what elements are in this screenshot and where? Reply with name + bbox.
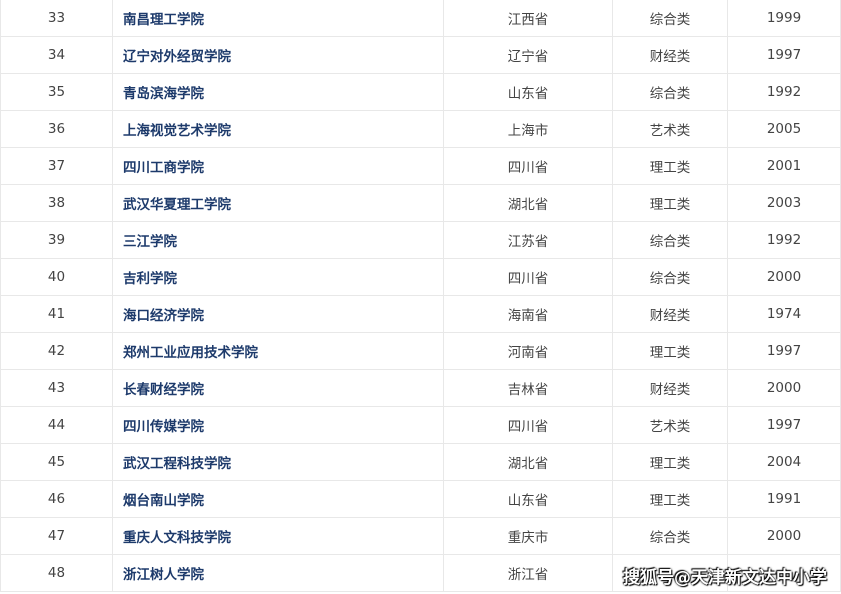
category-cell: 综合类	[612, 258, 728, 296]
province-cell: 海南省	[443, 295, 613, 333]
category-cell: 综合类	[612, 73, 728, 111]
founded-year-cell: 1992	[727, 221, 841, 259]
rank-cell: 34	[0, 36, 113, 74]
category-cell: 理工类	[612, 332, 728, 370]
university-name-cell: 长春财经学院	[112, 369, 444, 407]
category-cell: 理工类	[612, 443, 728, 481]
university-name-cell: 武汉工程科技学院	[112, 443, 444, 481]
province-cell: 吉林省	[443, 369, 613, 407]
table-row: 41 海口经济学院 海南省 财经类 1974	[0, 295, 841, 333]
rank-cell: 36	[0, 110, 113, 148]
rank-cell: 48	[0, 554, 113, 592]
table-row: 35 青岛滨海学院 山东省 综合类 1992	[0, 73, 841, 111]
province-cell: 山东省	[443, 73, 613, 111]
founded-year-cell: 1999	[727, 0, 841, 37]
province-cell: 浙江省	[443, 554, 613, 592]
university-name-cell: 武汉华夏理工学院	[112, 184, 444, 222]
founded-year-cell: 2005	[727, 110, 841, 148]
founded-year-cell: 1992	[727, 73, 841, 111]
table-row: 40 吉利学院 四川省 综合类 2000	[0, 258, 841, 296]
province-cell: 湖北省	[443, 443, 613, 481]
university-name-cell: 浙江树人学院	[112, 554, 444, 592]
province-cell: 四川省	[443, 406, 613, 444]
table-row: 46 烟台南山学院 山东省 理工类 1991	[0, 480, 841, 518]
table-row: 45 武汉工程科技学院 湖北省 理工类 2004	[0, 443, 841, 481]
university-name-cell: 重庆人文科技学院	[112, 517, 444, 555]
province-cell: 湖北省	[443, 184, 613, 222]
table-row: 44 四川传媒学院 四川省 艺术类 1997	[0, 406, 841, 444]
table-row: 38 武汉华夏理工学院 湖北省 理工类 2003	[0, 184, 841, 222]
table-row: 37 四川工商学院 四川省 理工类 2001	[0, 147, 841, 185]
category-cell: 艺术类	[612, 406, 728, 444]
province-cell: 辽宁省	[443, 36, 613, 74]
watermark: 搜狐号@天津新文达中小学	[623, 568, 827, 588]
table-row: 43 长春财经学院 吉林省 财经类 2000	[0, 369, 841, 407]
category-cell: 财经类	[612, 36, 728, 74]
category-cell: 理工类	[612, 184, 728, 222]
province-cell: 江西省	[443, 0, 613, 37]
university-name-cell: 郑州工业应用技术学院	[112, 332, 444, 370]
table-row: 48 浙江树人学院 浙江省	[0, 554, 841, 592]
province-cell: 江苏省	[443, 221, 613, 259]
rank-cell: 47	[0, 517, 113, 555]
rank-cell: 46	[0, 480, 113, 518]
table-row: 47 重庆人文科技学院 重庆市 综合类 2000	[0, 517, 841, 555]
founded-year-cell: 2004	[727, 443, 841, 481]
rank-cell: 33	[0, 0, 113, 37]
university-name-cell: 南昌理工学院	[112, 0, 444, 37]
province-cell: 重庆市	[443, 517, 613, 555]
category-cell: 财经类	[612, 295, 728, 333]
founded-year-cell: 2000	[727, 369, 841, 407]
rank-cell: 37	[0, 147, 113, 185]
rank-cell: 45	[0, 443, 113, 481]
university-name-cell: 四川工商学院	[112, 147, 444, 185]
founded-year-cell: 2001	[727, 147, 841, 185]
rank-cell: 40	[0, 258, 113, 296]
founded-year-cell: 1997	[727, 36, 841, 74]
province-cell: 四川省	[443, 258, 613, 296]
province-cell: 山东省	[443, 480, 613, 518]
rank-cell: 44	[0, 406, 113, 444]
category-cell: 综合类	[612, 221, 728, 259]
province-cell: 河南省	[443, 332, 613, 370]
founded-year-cell: 2000	[727, 258, 841, 296]
rank-cell: 35	[0, 73, 113, 111]
rank-cell: 41	[0, 295, 113, 333]
founded-year-cell: 1991	[727, 480, 841, 518]
university-name-cell: 四川传媒学院	[112, 406, 444, 444]
university-name-cell: 三江学院	[112, 221, 444, 259]
category-cell: 综合类	[612, 517, 728, 555]
category-cell: 理工类	[612, 480, 728, 518]
university-name-cell: 海口经济学院	[112, 295, 444, 333]
founded-year-cell: 2000	[727, 517, 841, 555]
province-cell: 上海市	[443, 110, 613, 148]
founded-year-cell: 1997	[727, 406, 841, 444]
founded-year-cell	[727, 554, 841, 592]
category-cell	[612, 554, 728, 592]
table-row: 42 郑州工业应用技术学院 河南省 理工类 1997	[0, 332, 841, 370]
founded-year-cell: 2003	[727, 184, 841, 222]
table-row: 34 辽宁对外经贸学院 辽宁省 财经类 1997	[0, 36, 841, 74]
rank-cell: 38	[0, 184, 113, 222]
category-cell: 综合类	[612, 0, 728, 37]
university-name-cell: 烟台南山学院	[112, 480, 444, 518]
category-cell: 理工类	[612, 147, 728, 185]
university-name-cell: 上海视觉艺术学院	[112, 110, 444, 148]
category-cell: 艺术类	[612, 110, 728, 148]
founded-year-cell: 1974	[727, 295, 841, 333]
table-row: 39 三江学院 江苏省 综合类 1992	[0, 221, 841, 259]
table-row: 36 上海视觉艺术学院 上海市 艺术类 2005	[0, 110, 841, 148]
rank-cell: 39	[0, 221, 113, 259]
category-cell: 财经类	[612, 369, 728, 407]
university-name-cell: 青岛滨海学院	[112, 73, 444, 111]
rank-cell: 43	[0, 369, 113, 407]
table-row: 33 南昌理工学院 江西省 综合类 1999	[0, 0, 841, 37]
university-name-cell: 辽宁对外经贸学院	[112, 36, 444, 74]
rank-cell: 42	[0, 332, 113, 370]
province-cell: 四川省	[443, 147, 613, 185]
university-name-cell: 吉利学院	[112, 258, 444, 296]
founded-year-cell: 1997	[727, 332, 841, 370]
